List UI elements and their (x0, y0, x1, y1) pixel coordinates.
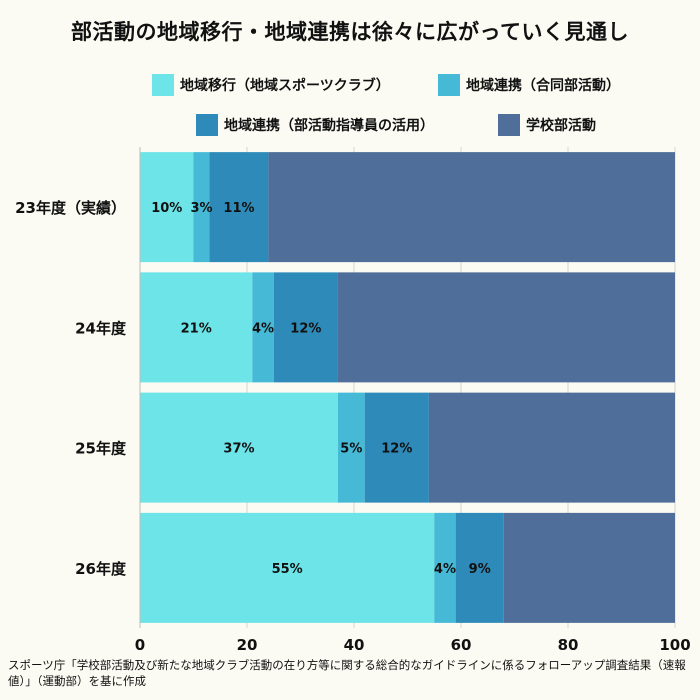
legend-label: 学校部活動 (526, 118, 596, 134)
data-labels: 10% 3% 11% 21% 4% 12% 37% 5% 12% 55% 4% 9% (151, 201, 491, 577)
data-label: 3% (190, 201, 212, 216)
legend-label: 地域連携（合同部活動） (466, 78, 620, 94)
bar-segment (209, 152, 269, 263)
bar-segment (140, 392, 338, 503)
legend-swatch (196, 114, 218, 136)
x-tick-label: 20 (237, 636, 258, 654)
x-tick-label: 0 (135, 636, 145, 654)
data-label: 10% (151, 201, 182, 216)
bar-segment (268, 152, 675, 263)
data-label: 55% (272, 562, 303, 577)
category-label: 23年度（実績） (15, 199, 126, 217)
legend-item-local-transition: 地域移行（地域スポーツクラブ） (152, 74, 390, 96)
legend-swatch (152, 74, 174, 96)
legend-label: 地域連携（部活動指導員の活用） (224, 118, 434, 134)
category-label: 24年度 (75, 319, 127, 337)
x-tick-label: 100 (659, 636, 690, 654)
data-label: 5% (340, 442, 362, 457)
bar-segment (140, 152, 194, 263)
bar-segment (252, 272, 274, 383)
bar-segment (140, 272, 253, 383)
bar-segment (337, 392, 365, 503)
legend-item-club-instructor: 地域連携（部活動指導員の活用） (196, 114, 434, 136)
bar-segment (434, 512, 456, 623)
bar-segment (337, 272, 675, 383)
bars (140, 152, 675, 623)
data-label: 12% (381, 442, 412, 457)
data-label: 37% (223, 442, 254, 457)
x-tick-label: 80 (558, 636, 579, 654)
x-tick-label: 60 (451, 636, 472, 654)
data-label: 4% (252, 321, 274, 336)
axes: 0 20 40 60 80 100 23年度（実績） 24年度 25年度 26年度 (15, 147, 691, 654)
category-label: 25年度 (75, 440, 127, 458)
data-label: 11% (223, 201, 254, 216)
bar-segment (140, 512, 435, 623)
legend-label: 地域移行（地域スポーツクラブ） (180, 78, 390, 94)
bar-segment (364, 392, 429, 503)
bar-segment (273, 272, 338, 383)
legend-item-joint-club: 地域連携（合同部活動） (438, 74, 620, 96)
bar-segment (503, 512, 675, 623)
chart-title: 部活動の地域移行・地域連携は徐々に広がっていく見通し (71, 20, 629, 44)
data-label: 21% (181, 321, 212, 336)
legend-swatch (498, 114, 520, 136)
category-label: 26年度 (75, 560, 127, 578)
bar-segment (193, 152, 210, 263)
bar-segment (455, 512, 504, 623)
source-note: スポーツ庁「学校部活動及び新たな地域クラブ活動の在り方等に関する総合的なガイドラ… (8, 658, 686, 688)
x-tick-label: 40 (344, 636, 365, 654)
legend-item-school-club: 学校部活動 (498, 114, 596, 136)
data-label: 12% (290, 321, 321, 336)
bar-segment (428, 392, 675, 503)
data-label: 9% (469, 562, 491, 577)
legend-swatch (438, 74, 460, 96)
data-label: 4% (434, 562, 456, 577)
